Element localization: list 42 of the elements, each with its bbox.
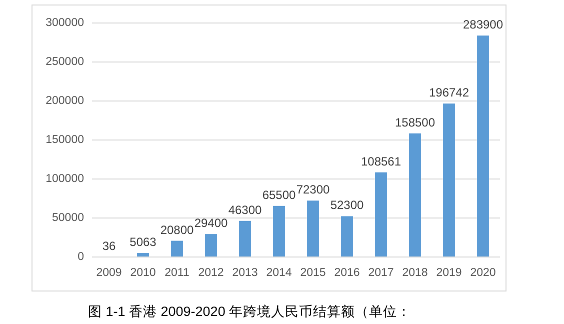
x-tick-label: 2020	[470, 267, 496, 279]
bar	[307, 200, 319, 257]
data-label: 46300	[228, 202, 262, 217]
data-label: 29400	[194, 216, 228, 230]
y-tick-label: 300000	[46, 17, 84, 29]
bar	[443, 104, 455, 257]
data-label: 283900	[462, 18, 504, 32]
bar	[239, 220, 251, 257]
bar	[171, 240, 183, 257]
data-label: 5063	[130, 235, 157, 250]
data-label: 158500	[394, 115, 436, 130]
x-tick-label: 2015	[300, 267, 326, 279]
x-tick-label: 2018	[402, 267, 428, 279]
x-tick-label: 2012	[198, 267, 224, 279]
data-label: 36	[102, 238, 116, 253]
x-tick-label: 2014	[266, 267, 292, 279]
y-tick-label: 200000	[46, 95, 84, 107]
y-tick-label: 50000	[52, 212, 84, 224]
bar	[477, 36, 489, 257]
data-label: 108561	[360, 154, 402, 168]
bar	[273, 206, 285, 257]
x-tick-label: 2011	[164, 267, 190, 279]
data-label: 72300	[296, 182, 330, 197]
data-label: 20800	[160, 222, 194, 237]
x-tick-label: 2017	[368, 267, 394, 279]
bar	[341, 216, 353, 257]
x-tick-label: 2013	[232, 267, 258, 279]
y-tick-label: 250000	[46, 56, 84, 68]
x-tick-label: 2019	[436, 267, 462, 279]
x-tick-label: 2009	[96, 267, 122, 279]
bar	[409, 133, 421, 257]
y-tick-label: 150000	[46, 134, 84, 146]
y-tick-label: 0	[78, 251, 84, 263]
y-tick-label: 100000	[46, 173, 84, 185]
bar	[375, 172, 387, 257]
data-label: 52300	[330, 198, 364, 212]
x-tick-label: 2016	[334, 267, 360, 279]
data-label: 196742	[428, 86, 470, 100]
caption: 图 1-1 香港 2009-2020 年跨境人民币结算额（单位：	[88, 304, 412, 319]
data-label: 65500	[262, 188, 296, 202]
x-tick-label: 2010	[130, 267, 156, 279]
bar	[205, 234, 217, 257]
